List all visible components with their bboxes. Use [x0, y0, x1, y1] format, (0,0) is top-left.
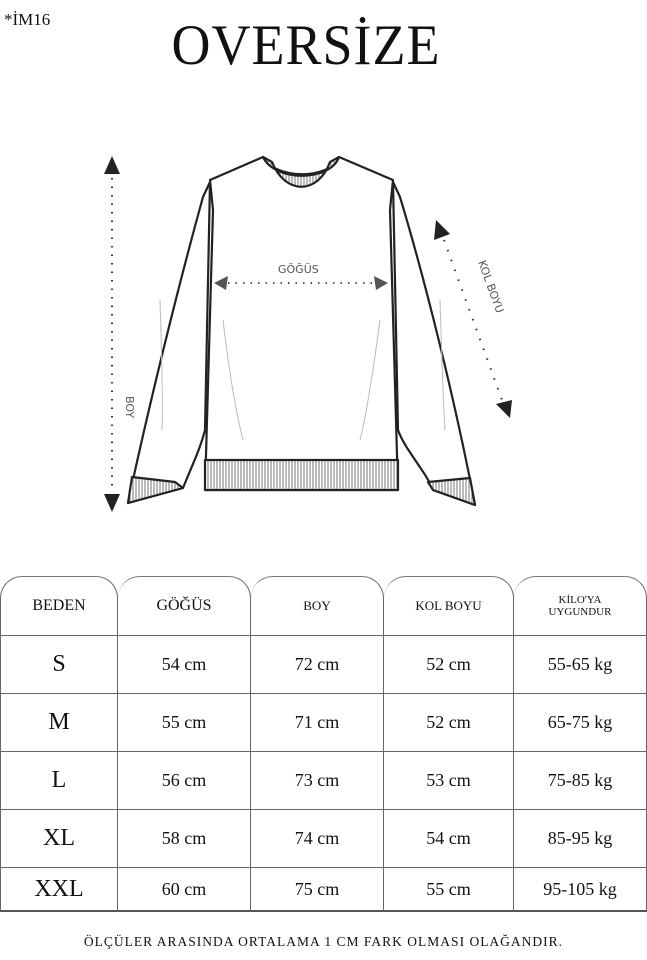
table-header-row: BEDEN GÖĞÜS BOY KOL BOYU KİLO'YA UYGUNDU…: [0, 576, 647, 636]
cell-sleeve: 52 cm: [384, 694, 514, 752]
cell-chest: 60 cm: [118, 868, 251, 912]
measurement-note: ÖLÇÜLER ARASINDA ORTALAMA 1 CM FARK OLMA…: [83, 934, 564, 949]
cell-sleeve: 55 cm: [384, 868, 514, 912]
left-sleeve: [126, 180, 212, 505]
sleeve-label: KOL BOYU: [475, 259, 506, 315]
length-label: BOY: [123, 396, 136, 418]
right-sleeve: [391, 180, 477, 507]
cell-length: 71 cm: [251, 694, 384, 752]
cell-sleeve: 52 cm: [384, 636, 514, 694]
cell-length: 74 cm: [251, 810, 384, 868]
header-sleeve: KOL BOYU: [384, 576, 514, 636]
cell-length: 73 cm: [251, 752, 384, 810]
cell-sleeve: 54 cm: [384, 810, 514, 868]
cell-weight: 85-95 kg: [514, 810, 647, 868]
header-weight: KİLO'YA UYGUNDUR: [514, 576, 647, 636]
table-row: XXL 60 cm 75 cm 55 cm 95-105 kg: [0, 868, 647, 912]
cell-weight: 65-75 kg: [514, 694, 647, 752]
cell-length: 75 cm: [251, 868, 384, 912]
cell-chest: 55 cm: [118, 694, 251, 752]
cell-chest: 56 cm: [118, 752, 251, 810]
chest-label: GÖĞÜS: [278, 263, 319, 276]
cell-weight: 75-85 kg: [514, 752, 647, 810]
product-code: *İM16: [4, 10, 51, 29]
sweater-diagram: BOY GÖĞÜS KOL BOYU: [104, 155, 512, 512]
table-row: XL 58 cm 74 cm 54 cm 85-95 kg: [0, 810, 647, 868]
cell-size: S: [0, 636, 118, 694]
header-size: BEDEN: [0, 576, 118, 636]
page-title: OVERSİZE: [171, 13, 441, 77]
cell-chest: 54 cm: [118, 636, 251, 694]
cell-chest: 58 cm: [118, 810, 251, 868]
size-table: BEDEN GÖĞÜS BOY KOL BOYU KİLO'YA UYGUNDU…: [0, 576, 647, 912]
cell-size: XXL: [0, 868, 118, 912]
cell-weight: 95-105 kg: [514, 868, 647, 912]
cell-size: XL: [0, 810, 118, 868]
cell-length: 72 cm: [251, 636, 384, 694]
table-row: M 55 cm 71 cm 52 cm 65-75 kg: [0, 694, 647, 752]
body: [203, 155, 400, 492]
header-chest: GÖĞÜS: [118, 576, 251, 636]
header-length: BOY: [251, 576, 384, 636]
table-row: S 54 cm 72 cm 52 cm 55-65 kg: [0, 636, 647, 694]
table-row: L 56 cm 73 cm 53 cm 75-85 kg: [0, 752, 647, 810]
cell-sleeve: 53 cm: [384, 752, 514, 810]
cell-size: L: [0, 752, 118, 810]
cell-weight: 55-65 kg: [514, 636, 647, 694]
cell-size: M: [0, 694, 118, 752]
